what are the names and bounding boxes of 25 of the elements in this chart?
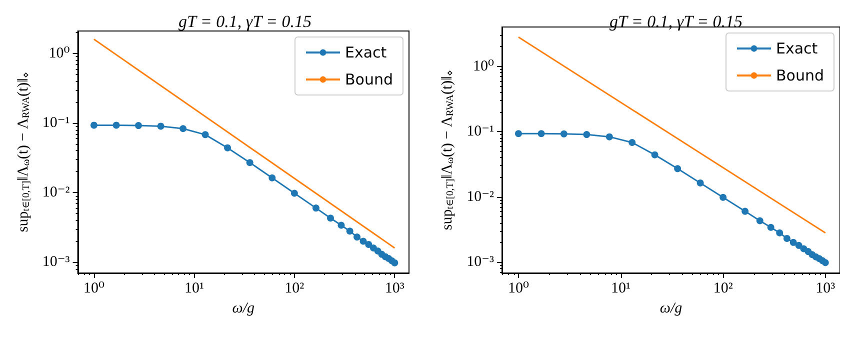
y-tick-label: 10⁻² (466, 188, 494, 205)
x-tick-label: 10³ (384, 280, 405, 296)
legend-label: Exact (776, 40, 818, 58)
x-tick-label: 10¹ (611, 280, 631, 296)
y-axis-title: supt∈[0,T]‖Λω(t) − ΛRWA(t)‖⋄ (440, 70, 456, 230)
y-tick-label: 10⁻² (42, 184, 70, 201)
chart-title: gT = 0.1, γT = 0.15 (178, 12, 312, 31)
x-tick-label: 10² (284, 280, 305, 296)
legend-label: Exact (344, 44, 387, 62)
x-tick-label: 10⁰ (83, 280, 104, 296)
x-axis-title: ω/g (660, 300, 683, 316)
legend-label: Bound (344, 70, 394, 88)
y-tick-label: 10⁻³ (466, 254, 494, 270)
x-tick-label: 10¹ (184, 280, 204, 296)
x-tick-label: 10⁰ (508, 280, 529, 296)
y-tick-label: 10⁰ (48, 45, 70, 62)
y-axis-title: supt∈[0,T]‖Λω(t) − ΛRWA(t)‖⋄ (16, 72, 32, 232)
y-tick-label: 10⁻¹ (42, 115, 70, 132)
y-tick-label: 10⁰ (472, 58, 494, 74)
x-axis-title: ω/g (232, 300, 256, 316)
x-tick-label: 10² (713, 280, 734, 296)
y-tick-label: 10⁻³ (42, 254, 70, 270)
x-tick-label: 10³ (816, 280, 836, 296)
y-tick-label: 10⁻¹ (466, 124, 494, 140)
legend-label: Bound (776, 66, 824, 84)
